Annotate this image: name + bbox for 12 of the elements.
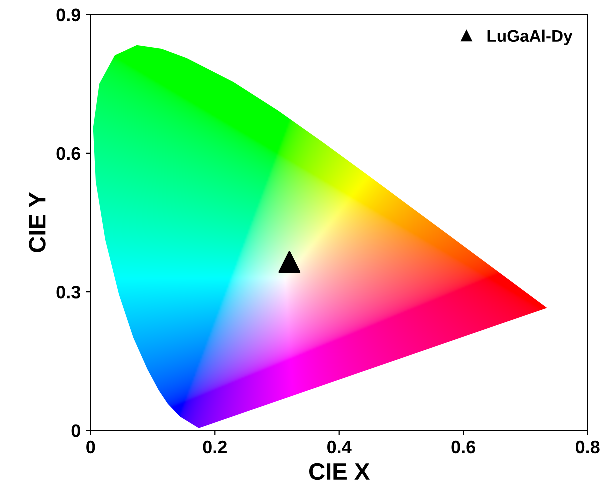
- y-axis-title: CIE Y: [29, 192, 46, 252]
- x-tick-label: 0.4: [328, 440, 352, 454]
- x-tick-label: 0.8: [576, 440, 600, 454]
- y-tick-label: 0: [72, 424, 80, 438]
- x-tick-label: 0: [86, 440, 96, 454]
- y-tick-label: 0.6: [56, 147, 81, 160]
- x-tick-label: 0.2: [203, 440, 227, 454]
- y-tick-label: 0.3: [56, 286, 81, 299]
- x-tick-label: 0.6: [452, 440, 476, 454]
- x-axis-title: CIE X: [309, 463, 370, 480]
- legend-label: LuGaAl-Dy: [488, 30, 573, 46]
- y-tick-label: 0.9: [56, 8, 81, 22]
